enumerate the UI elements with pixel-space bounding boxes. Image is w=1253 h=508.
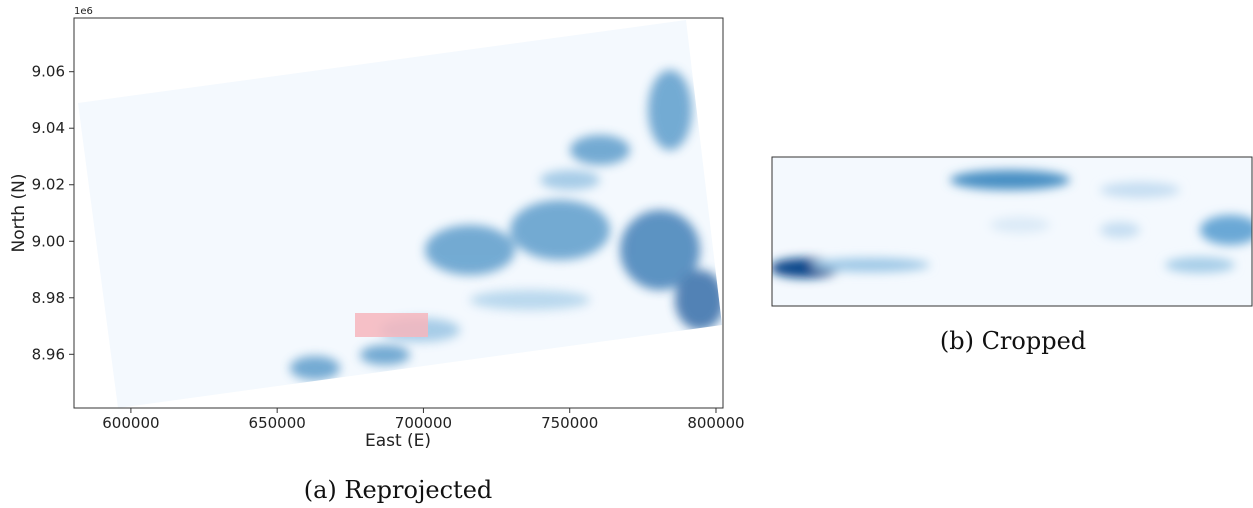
y-tick-label: 9.06 — [32, 63, 65, 81]
offset-label: 1e6 — [74, 6, 93, 17]
figure: 1e6 East (E) North (N) (b) Cropped (a) R… — [0, 0, 1253, 508]
y-tick-label: 9.00 — [32, 232, 65, 250]
caption: (a) Reprojected — [304, 476, 493, 504]
cropped-image — [770, 157, 1253, 306]
y-tick-label: 8.96 — [32, 345, 65, 363]
x-tick-label: 600000 — [102, 414, 159, 432]
reprojected-image — [78, 20, 725, 408]
x-tick-label: 800000 — [687, 414, 744, 432]
y-tick-label: 9.02 — [32, 176, 65, 194]
x-tick-label: 700000 — [395, 414, 452, 432]
caption: (b) Cropped — [940, 327, 1086, 355]
x-tick-label: 650000 — [249, 414, 306, 432]
y-tick-label: 9.04 — [32, 119, 65, 137]
x-axis-label: East (E) — [365, 431, 431, 451]
y-tick-label: 8.98 — [32, 289, 65, 307]
y-axis-label: North (N) — [9, 174, 29, 253]
x-tick-label: 750000 — [541, 414, 598, 432]
